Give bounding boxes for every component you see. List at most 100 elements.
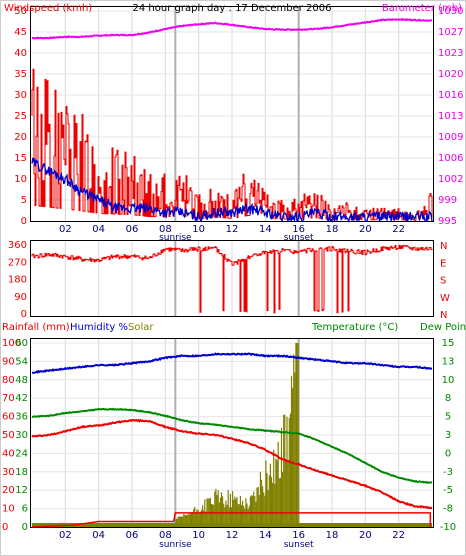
solar-bar (249, 496, 251, 527)
tick-labels: 0510152025303540455099599910021006100910… (2, 6, 463, 550)
solar-bar (265, 460, 267, 527)
solar-bar (228, 507, 230, 527)
solar-bar (214, 491, 216, 527)
solar-bar (257, 486, 259, 527)
solar-bar (220, 492, 223, 527)
solar-bar (246, 503, 248, 527)
solar-bar (288, 417, 290, 527)
tick-humidity: 54 (15, 356, 28, 367)
tick-rainfall: 50 (2, 430, 15, 441)
solar-bar (287, 461, 289, 527)
legend-rainfall: Rainfall (mm) (2, 322, 70, 333)
solar-bar (198, 512, 200, 527)
tick-barometer: 1020 (438, 69, 463, 80)
solar-bar (260, 479, 263, 527)
tick-temperature: 3 (445, 430, 451, 441)
solar-bar (258, 495, 260, 527)
tick-rainfall: 0 (2, 522, 8, 533)
solar-bar (183, 514, 185, 527)
tick-hour: 08 (159, 224, 172, 235)
solar-bar (188, 514, 190, 527)
solar-bar (259, 472, 261, 527)
tick-hour: 02 (59, 224, 72, 235)
tick-humidity: 36 (15, 412, 28, 423)
solar-bar (285, 460, 287, 527)
tick-humidity: 42 (15, 393, 28, 404)
solar-bar (184, 514, 186, 527)
rainfall-series (31, 512, 432, 528)
tick-temperature: -10 (440, 522, 456, 533)
solar-bar (275, 458, 277, 527)
solar-bar (272, 482, 274, 527)
tick-hour: 18 (326, 224, 339, 235)
tick-barometer: 1009 (438, 132, 463, 143)
solar-bar (197, 510, 199, 527)
solar-bar (200, 509, 203, 527)
tick-barometer: 1030 (438, 6, 463, 17)
solar-bar (250, 495, 253, 527)
solar-bar (212, 504, 214, 527)
tick-windspeed: 10 (14, 174, 27, 185)
line-series (31, 17, 433, 510)
solar-bar (234, 496, 236, 527)
solar-bar (192, 512, 194, 527)
right-axis-label-barometer: Barometer (mb) (382, 3, 462, 14)
tick-windspeed: 20 (14, 132, 27, 143)
tick-windspeed: 0 (21, 216, 27, 227)
legend-solar: Solar (128, 322, 154, 333)
solar-bar (292, 388, 294, 527)
tick-hour: 22 (392, 224, 405, 235)
tick-humidity: 60 (15, 338, 28, 349)
solar-bar (210, 504, 213, 527)
solar-bar (182, 516, 184, 527)
tick-direction: 270 (8, 257, 27, 268)
solar-bar (269, 463, 271, 527)
tick-barometer: 1006 (438, 153, 463, 164)
tick-humidity: 18 (15, 467, 28, 478)
solar-bar (289, 413, 291, 527)
tick-direction: 0 (21, 309, 27, 320)
solar-bar (264, 496, 266, 527)
tick-barometer: 999 (438, 195, 457, 206)
tick-hour: 04 (92, 224, 105, 235)
legend-humidity: Humidity % (70, 322, 128, 333)
tick-windspeed: 25 (14, 111, 27, 122)
solar-bar (282, 471, 284, 527)
solar-bar (294, 372, 296, 527)
tick-hour: 14 (259, 530, 272, 541)
solar-bar (254, 496, 256, 527)
tick-hour: 06 (126, 530, 139, 541)
annotation-sunrise: sunrise (159, 540, 192, 550)
tick-hour: 06 (126, 224, 139, 235)
tick-hour: 02 (59, 530, 72, 541)
tick-temperature: -8 (443, 504, 453, 515)
tick-windspeed: 50 (14, 6, 27, 17)
solar-bar (186, 514, 188, 527)
tick-temperature: 8 (445, 393, 451, 404)
dew-point-line (31, 407, 433, 484)
solar-bar (176, 518, 178, 527)
tick-windspeed: 35 (14, 69, 27, 80)
direction-line (31, 244, 433, 314)
tick-hour: 08 (159, 530, 172, 541)
tick-humidity: 6 (22, 504, 28, 515)
tick-hour: 12 (226, 530, 239, 541)
solar-bar (225, 500, 227, 527)
tick-hour: 12 (226, 224, 239, 235)
tick-barometer: 1013 (438, 111, 463, 122)
tick-rainfall: 30 (2, 467, 15, 478)
solar-bar (190, 512, 193, 527)
tick-compass: N (440, 241, 447, 252)
solar-bar (196, 509, 198, 527)
solar-bar (239, 496, 241, 527)
tick-rainfall: 100 (2, 338, 21, 349)
tick-barometer: 1002 (438, 174, 463, 185)
annotation-sunrise: sunrise (159, 233, 192, 243)
solar-bar (247, 509, 249, 527)
solar-bar (296, 343, 298, 527)
annotation-sunset: sunset (284, 233, 314, 243)
solar-bar (274, 483, 276, 527)
legend-temperature: Temperature (°C) (311, 322, 398, 333)
tick-direction: 180 (8, 275, 27, 286)
